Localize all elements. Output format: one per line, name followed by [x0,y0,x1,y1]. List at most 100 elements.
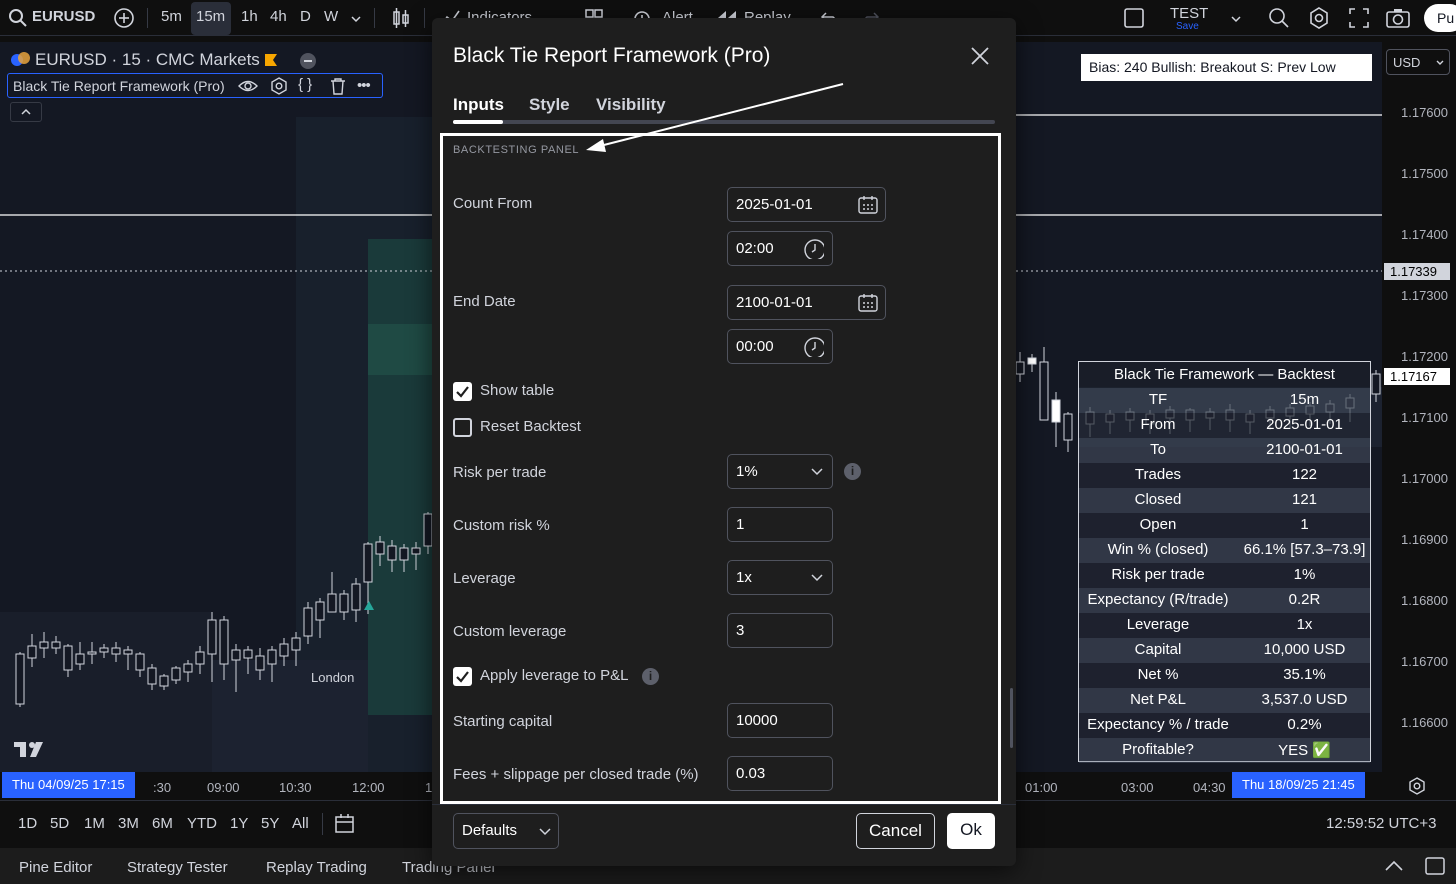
price-tick: 1.17000 [1401,471,1448,486]
range-5d[interactable]: 5D [50,815,70,832]
range-1m[interactable]: 1M [84,815,105,832]
chart-legend-title[interactable]: EURUSD · 15 · CMC Markets [35,50,260,69]
tab-inputs[interactable]: Inputs [453,95,504,114]
count-from-time-input[interactable]: 02:00 [727,231,833,266]
show-table-checkbox[interactable] [453,382,472,401]
bias-label: Bias: 240 Bullish: Breakout S: Prev Low [1081,54,1372,81]
interval-d[interactable]: D [300,8,311,25]
price-tick: 1.16800 [1401,593,1448,608]
ok-button[interactable]: Ok [947,813,995,849]
count-from-label: Count From [453,195,533,212]
publish-button[interactable]: Pu [1424,4,1456,32]
fees-input[interactable]: 0.03 [727,756,833,791]
tab-strategy-tester[interactable]: Strategy Tester [127,859,228,876]
table-row: TF 15m [1079,388,1370,413]
range-5y[interactable]: 5Y [261,815,280,832]
quick-search-icon[interactable] [1268,7,1290,29]
tradingview-logo-icon[interactable] [14,739,48,759]
custom-risk-value: 1 [736,516,745,533]
candle-body [135,653,145,671]
go-to-date-icon[interactable] [334,813,356,835]
interval-w[interactable]: W [324,8,339,25]
time-tick: 03:00 [1121,780,1154,795]
candle-body [339,593,349,613]
reset-backtest-checkbox[interactable] [453,418,472,437]
table-row: Net P&L 3,537.0 USD [1079,688,1370,713]
range-6m[interactable]: 6M [152,815,173,832]
eye-icon[interactable] [238,78,258,94]
indicator-legend-row[interactable]: Black Tie Report Framework (Pro) { } ••• [7,73,383,98]
close-icon[interactable] [968,44,992,68]
currency-value: USD [1393,55,1421,70]
currency-select[interactable]: USD [1386,49,1450,75]
apply-leverage-checkbox[interactable] [453,667,472,686]
risk-per-trade-select[interactable]: 1% [727,454,833,489]
interval-5m[interactable]: 5m [161,8,182,25]
table-row: Expectancy (R/trade) 0.2R [1079,588,1370,613]
search-icon[interactable] [8,8,28,28]
settings-icon[interactable] [1408,777,1426,795]
table-key: Open [1139,516,1177,533]
tab-visibility[interactable]: Visibility [596,95,666,114]
settings-icon[interactable] [270,77,288,95]
time-tick: 1 [425,780,433,795]
starting-capital-input[interactable]: 10000 [727,703,833,738]
indicator-name[interactable]: Black Tie Report Framework (Pro) [13,78,225,94]
layout-icon[interactable] [1124,8,1144,28]
fullscreen-icon[interactable] [1349,8,1369,28]
add-symbol-icon[interactable] [113,7,135,29]
candles-icon[interactable] [391,7,411,29]
clock[interactable]: 12:59:52 UTC+3 [1326,815,1437,832]
candle-body [219,619,229,665]
custom-risk-input[interactable]: 1 [727,507,833,542]
interval-1h[interactable]: 1h [241,8,258,25]
range-ytd[interactable]: YTD [187,815,217,832]
interval-15m[interactable]: 15m [196,8,226,25]
collapse-legend-icon[interactable] [300,53,316,69]
show-table-label[interactable]: Show table [480,382,555,399]
more-icon[interactable]: ••• [357,77,371,94]
candle-body [291,637,301,651]
backtest-table: Black Tie Framework — Backtest TF 15m From… [1078,361,1371,763]
trash-icon[interactable] [330,77,346,95]
dialog-footer: Defaults Cancel Ok [432,804,1016,866]
maximize-panel-icon[interactable] [1425,857,1445,875]
candle-body [315,601,325,621]
custom-leverage-input[interactable]: 3 [727,613,833,648]
tab-replay-trading[interactable]: Replay Trading [266,859,367,876]
interval-4h[interactable]: 4h [270,8,287,25]
candle-body [255,655,265,671]
chevron-up-icon[interactable] [1384,859,1404,873]
info-icon[interactable]: i [844,463,861,480]
flag-icon[interactable] [264,53,278,67]
source-code-icon[interactable]: { } [298,76,313,93]
end-date-input[interactable]: 2100-01-01 [727,285,886,320]
cancel-button[interactable]: Cancel [856,813,935,849]
end-time-input[interactable]: 00:00 [727,329,833,364]
scrollbar[interactable] [1010,688,1013,748]
reset-backtest-label[interactable]: Reset Backtest [480,418,581,435]
table-value: 1x [1296,616,1313,633]
defaults-button[interactable]: Defaults [453,813,559,849]
info-icon[interactable]: i [642,668,659,685]
symbol-name[interactable]: EURUSD [32,8,96,25]
apply-leverage-label[interactable]: Apply leverage to P&L [480,667,629,684]
price-axis[interactable]: USD 1.17600 1.17500 1.17400 1.17300 1.17… [1382,42,1456,772]
camera-icon[interactable] [1386,8,1410,28]
collapse-indicators-button[interactable] [10,102,42,122]
range-1y[interactable]: 1Y [230,815,249,832]
settings-icon[interactable] [1308,7,1330,29]
count-from-date-input[interactable]: 2025-01-01 [727,187,886,222]
save-status[interactable]: Save [1176,21,1199,32]
candle-body [1027,357,1037,365]
chevron-down-icon[interactable] [1230,12,1242,24]
tab-pine-editor[interactable]: Pine Editor [19,859,93,876]
range-1d[interactable]: 1D [18,815,38,832]
tab-style[interactable]: Style [529,95,570,114]
range-all[interactable]: All [292,815,309,832]
session-label: London [311,670,354,685]
layout-name[interactable]: TEST [1170,5,1209,22]
range-3m[interactable]: 3M [118,815,139,832]
leverage-select[interactable]: 1x [727,560,833,595]
chevron-down-icon[interactable] [350,12,362,24]
